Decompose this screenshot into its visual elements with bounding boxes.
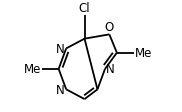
Text: Me: Me	[135, 47, 153, 60]
Text: Me: Me	[24, 63, 41, 76]
Text: N: N	[106, 63, 115, 76]
Text: N: N	[56, 83, 65, 96]
Text: O: O	[105, 21, 114, 34]
Text: N: N	[56, 42, 65, 55]
Text: Cl: Cl	[79, 2, 90, 15]
